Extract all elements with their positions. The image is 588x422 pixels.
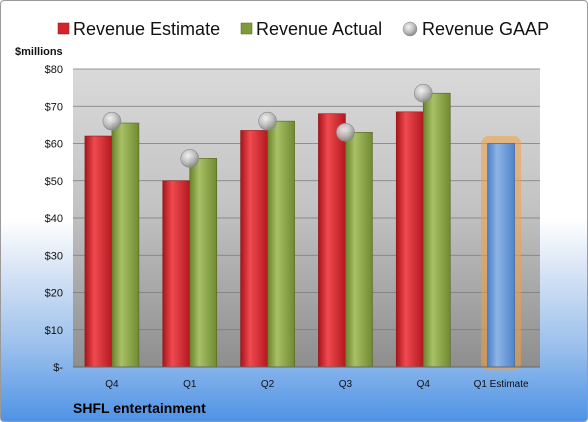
bars (84, 92, 522, 371)
bar-revenue-estimate (395, 111, 424, 368)
y-tick-label: $80 (45, 64, 63, 76)
y-axis-ticks: $- $10 $20 $30 $40 $50 $60 $70 $80 (45, 64, 64, 374)
bar-revenue-estimate-projection (487, 143, 515, 368)
y-tick-label: $10 (45, 325, 63, 337)
legend-label-revenue-gaap: Revenue GAAP (422, 19, 549, 39)
legend-label-revenue-estimate: Revenue Estimate (73, 19, 220, 39)
legend-swatch-revenue-estimate (57, 22, 70, 35)
marker-revenue-gaap (258, 111, 277, 131)
bar-revenue-estimate (318, 113, 346, 368)
brand-label: SHFL entertainment (73, 400, 206, 416)
x-tick-label: Q1 (183, 379, 197, 390)
marker-revenue-gaap (180, 149, 200, 168)
grid-lines (73, 68, 540, 331)
y-tick-label: $40 (45, 213, 63, 225)
bar-revenue-actual (345, 132, 373, 368)
y-tick-label: $30 (45, 250, 63, 262)
legend-marker-revenue-gaap (402, 21, 418, 37)
y-tick-label: $50 (45, 176, 63, 188)
bar-revenue-actual (422, 92, 451, 368)
x-tick-label: Q4 (417, 379, 431, 390)
bar-revenue-estimate (240, 130, 268, 368)
bar-revenue-estimate (84, 135, 113, 368)
y-tick-label: $60 (45, 139, 63, 151)
gaap-markers (102, 83, 433, 168)
legend: Revenue Estimate Revenue Actual Revenue … (57, 19, 549, 39)
legend-swatch-revenue-actual (240, 22, 253, 35)
x-axis-ticks: Q4 Q1 Q2 Q3 Q4 Q1 Estimate (105, 379, 529, 390)
marker-revenue-gaap (336, 123, 355, 142)
y-tick-label: $20 (45, 288, 63, 300)
bar-revenue-actual (111, 122, 140, 368)
bar-revenue-estimate (162, 180, 191, 368)
y-tick-label: $70 (45, 101, 63, 113)
marker-revenue-gaap (413, 83, 433, 103)
x-tick-label: Q2 (261, 379, 275, 390)
y-tick-label: $- (53, 362, 63, 374)
bar-revenue-actual (267, 120, 295, 368)
x-tick-label: Q4 (105, 379, 119, 390)
x-tick-label: Q3 (339, 379, 353, 390)
legend-label-revenue-actual: Revenue Actual (256, 19, 382, 39)
x-tick-label: Q1 Estimate (474, 379, 529, 390)
bar-revenue-actual (189, 158, 218, 368)
y-axis-unit-label: $millions (15, 46, 63, 58)
marker-revenue-gaap (102, 111, 122, 131)
